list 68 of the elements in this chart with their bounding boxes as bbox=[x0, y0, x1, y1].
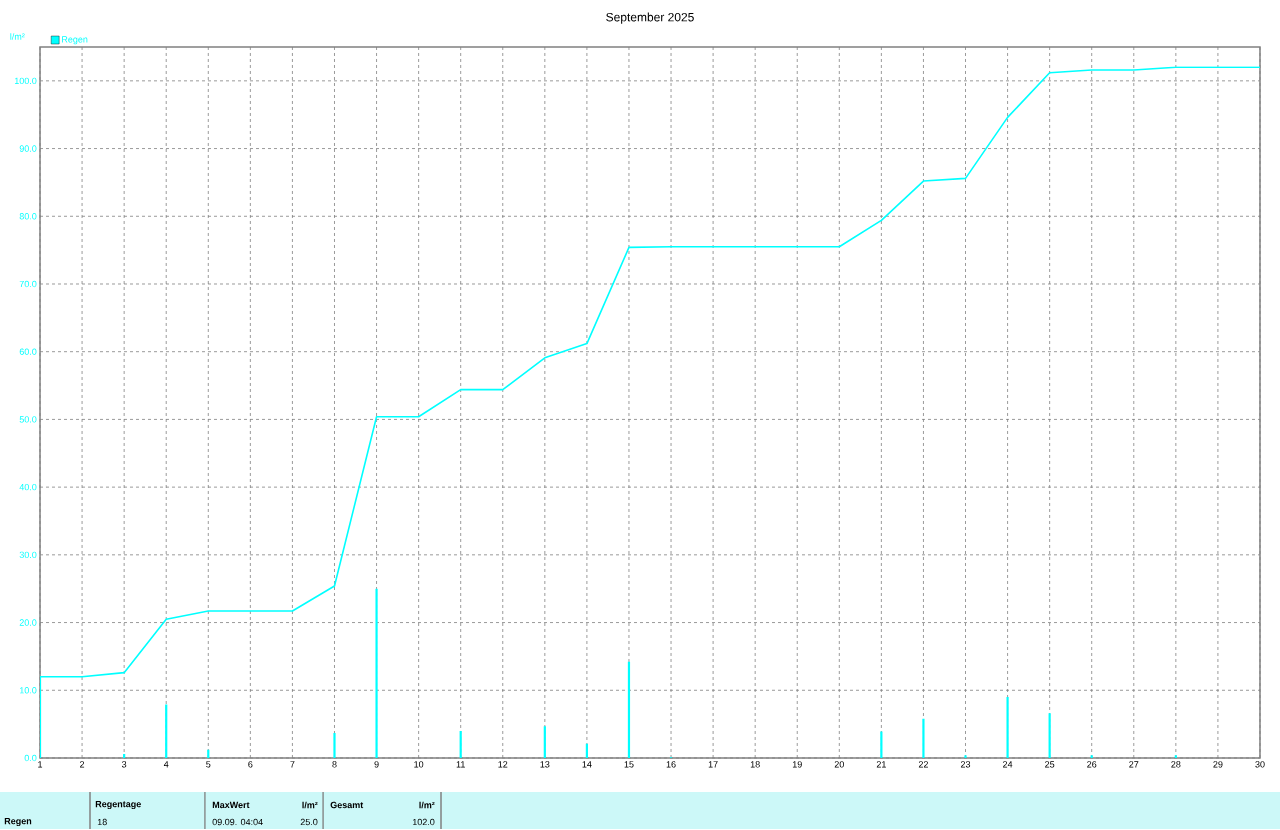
x-tick-label: 25 bbox=[1045, 761, 1055, 768]
x-tick-label: 9 bbox=[374, 761, 379, 768]
x-tick-label: 10 bbox=[414, 761, 424, 768]
y-tick-label: 90.0 bbox=[19, 145, 37, 152]
x-tick-label: 24 bbox=[1003, 761, 1013, 768]
bar bbox=[1048, 713, 1051, 759]
x-tick-label: 18 bbox=[750, 761, 760, 768]
x-tick-label: 17 bbox=[708, 761, 718, 768]
x-tick-label: 26 bbox=[1087, 761, 1097, 768]
bar bbox=[1006, 697, 1009, 759]
y-tick-label: 10.0 bbox=[19, 687, 37, 694]
x-tick-label: 7 bbox=[290, 761, 295, 768]
x-tick-label: 28 bbox=[1171, 761, 1181, 768]
bar bbox=[165, 704, 168, 759]
y-tick-label: 50.0 bbox=[19, 416, 37, 423]
text: Regen bbox=[4, 818, 32, 827]
x-tick-label: 5 bbox=[206, 761, 211, 768]
y-tick-label: 70.0 bbox=[19, 280, 37, 288]
x-tick-label: 15 bbox=[624, 761, 634, 768]
x-tick-label: 12 bbox=[498, 761, 508, 768]
x-tick-label: 16 bbox=[666, 761, 676, 768]
y-tick-label: 100.0 bbox=[14, 77, 37, 85]
text: l/m² bbox=[419, 801, 435, 809]
text: 09.09. 04:04 bbox=[212, 818, 263, 826]
x-tick-label: 11 bbox=[456, 761, 465, 768]
bar bbox=[964, 755, 967, 759]
x-tick-label: 6 bbox=[248, 761, 253, 768]
x-tick-label: 21 bbox=[876, 761, 886, 768]
text: 102.0 bbox=[412, 818, 435, 826]
text: Gesamt bbox=[330, 801, 364, 809]
x-tick-label: 27 bbox=[1129, 761, 1139, 768]
y-tick-label: 30.0 bbox=[19, 551, 37, 559]
bar bbox=[922, 718, 925, 759]
y-tick-label: 20.0 bbox=[19, 619, 37, 626]
bar bbox=[333, 733, 336, 759]
y-tick-label: 40.0 bbox=[19, 484, 37, 491]
bar bbox=[880, 731, 883, 759]
text: 18 bbox=[97, 818, 107, 826]
y-tick-label: 60.0 bbox=[19, 348, 37, 356]
y-tick-label: 0.0 bbox=[24, 754, 37, 762]
text: l/m² bbox=[302, 801, 318, 809]
x-tick-label: 8 bbox=[332, 761, 337, 768]
x-tick-label: 4 bbox=[163, 761, 169, 768]
x-tick-label: 22 bbox=[918, 761, 928, 768]
legend-label: Regen bbox=[62, 36, 88, 45]
x-tick-label: 3 bbox=[121, 761, 127, 768]
text: MaxWert bbox=[212, 801, 250, 809]
text: Regentage bbox=[95, 801, 141, 810]
bar bbox=[1090, 755, 1093, 759]
chart-title: September 2025 bbox=[606, 12, 694, 24]
y-axis-title: l/m² bbox=[10, 33, 25, 40]
bar bbox=[585, 743, 588, 759]
x-tick-label: 2 bbox=[80, 761, 85, 768]
bar bbox=[459, 731, 462, 759]
bar bbox=[1174, 755, 1177, 759]
bar bbox=[375, 588, 378, 759]
text: 25.0 bbox=[300, 818, 318, 826]
x-tick-label: 20 bbox=[834, 761, 844, 768]
bar bbox=[543, 726, 546, 759]
x-tick-label: 14 bbox=[582, 761, 592, 768]
x-tick-label: 30 bbox=[1255, 761, 1265, 768]
x-tick-label: 23 bbox=[960, 761, 971, 768]
x-tick-label: 1 bbox=[38, 761, 43, 768]
x-tick-label: 29 bbox=[1213, 761, 1223, 768]
y-tick-label: 80.0 bbox=[19, 213, 37, 220]
bar bbox=[627, 661, 631, 759]
x-tick-label: 19 bbox=[792, 761, 802, 768]
x-tick-label: 13 bbox=[540, 761, 550, 768]
